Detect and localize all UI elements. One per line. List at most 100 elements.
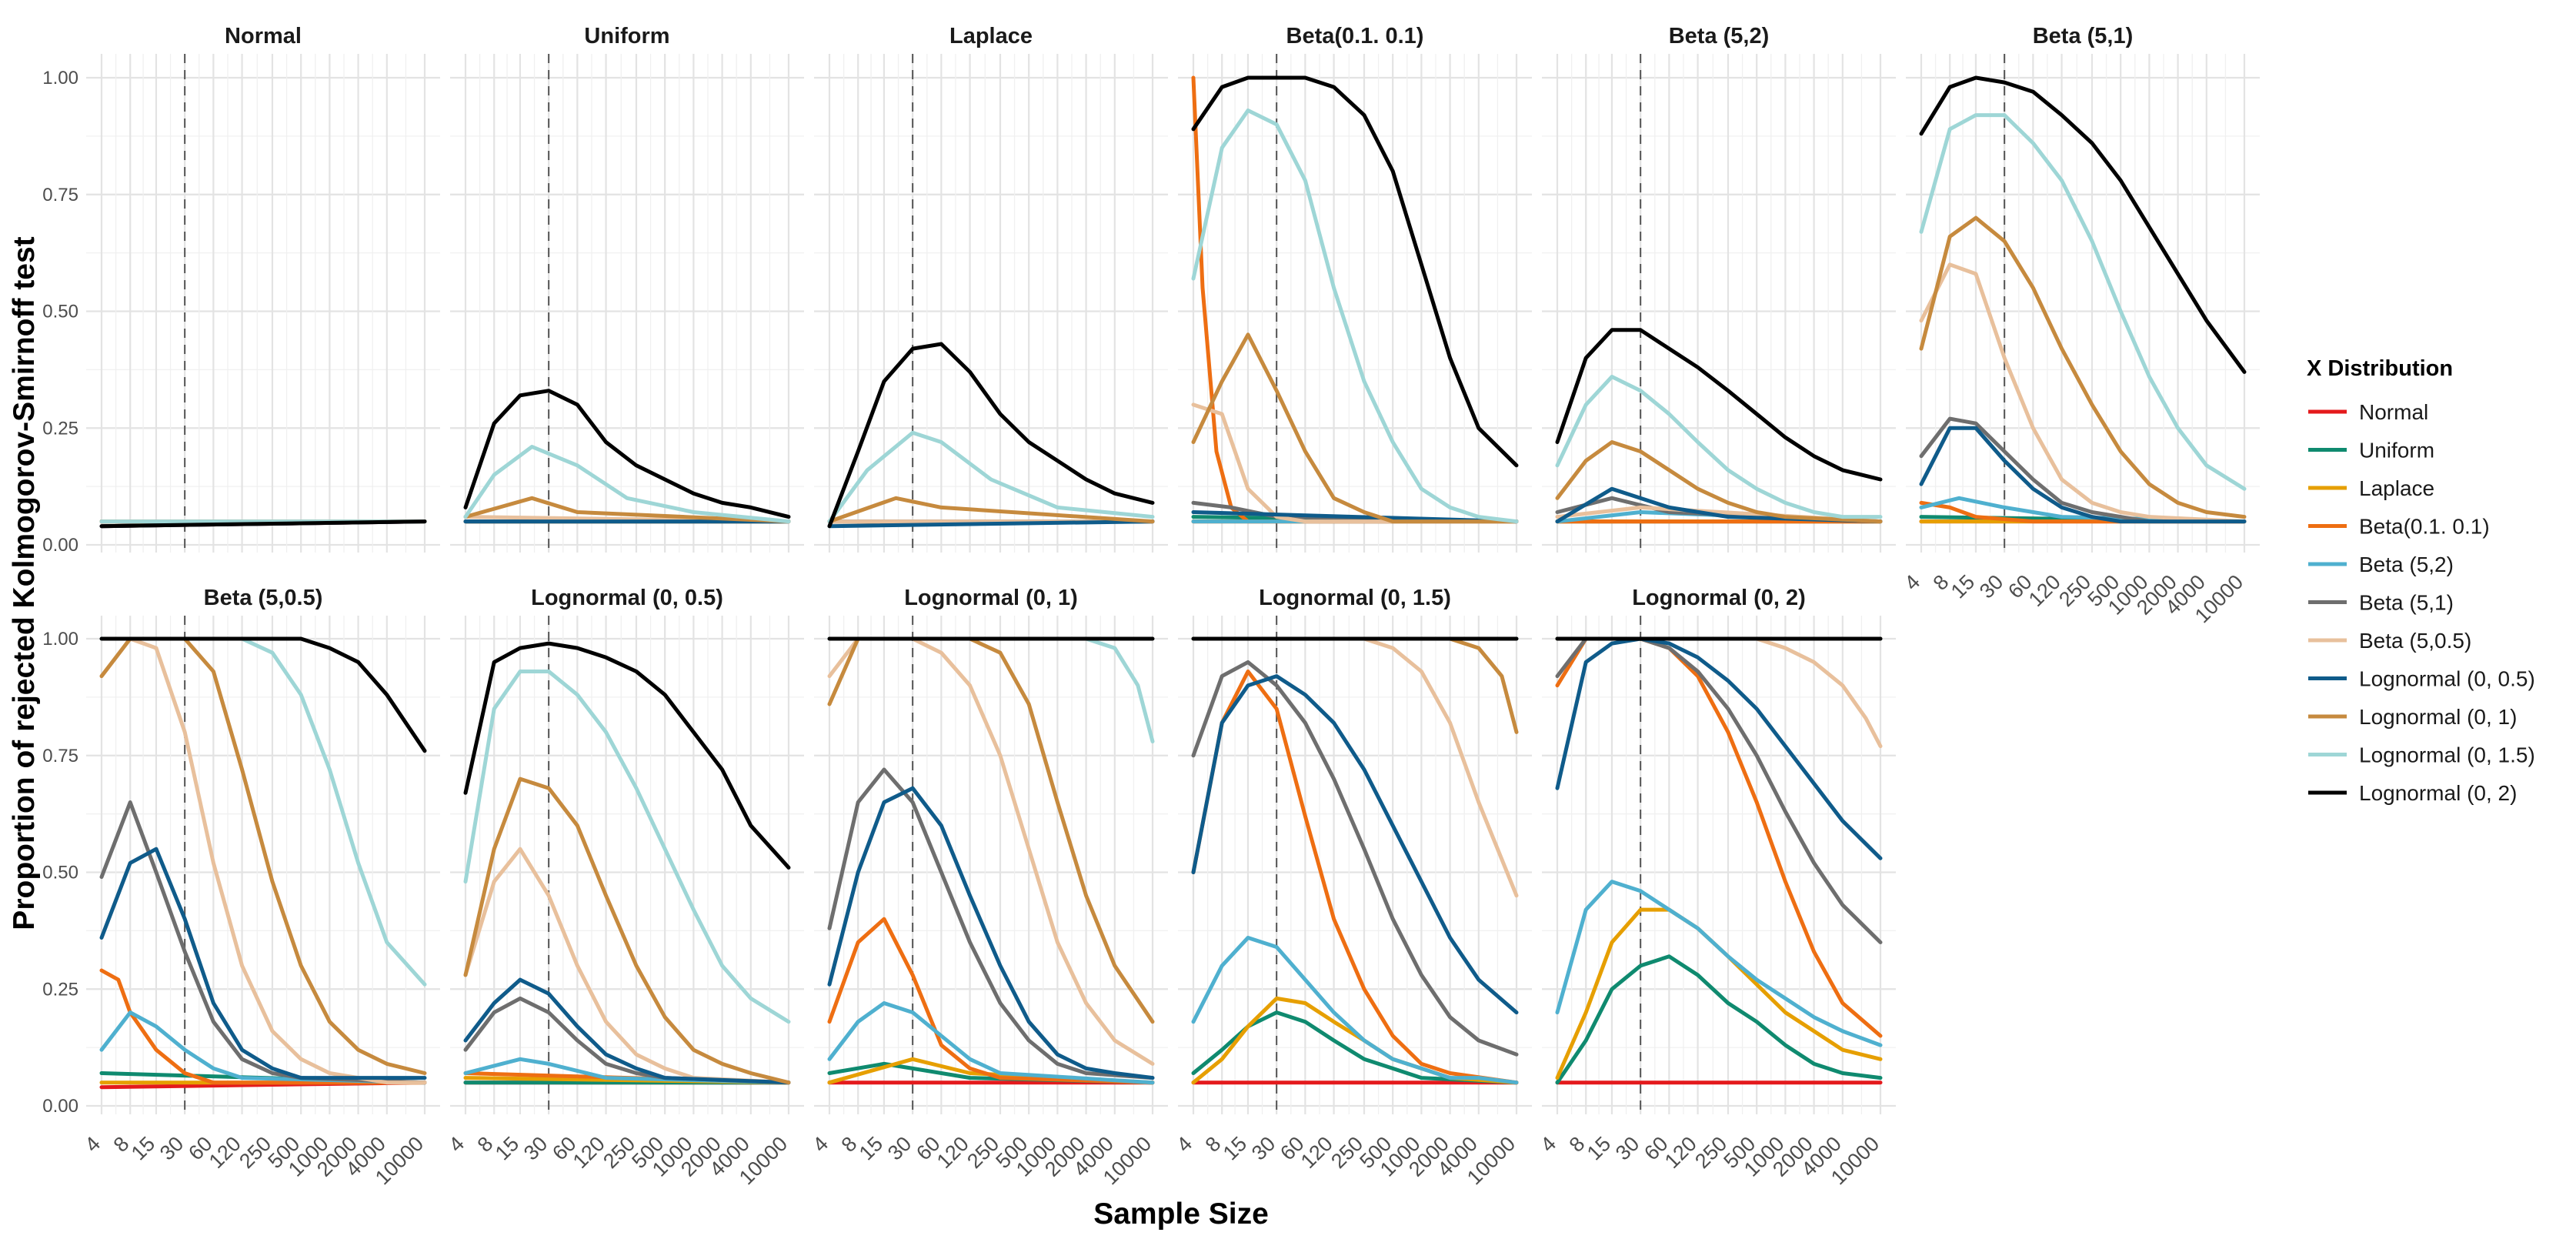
panel-title: Normal <box>225 24 302 48</box>
series-line <box>1555 954 1883 1085</box>
x-tick-label: 8 <box>1201 1132 1226 1157</box>
y-tick-label: 0.75 <box>42 746 78 766</box>
series-line <box>99 847 427 1080</box>
facet-panel: Lognormal (0, 0.5)4 815306012025050010002… <box>444 586 804 1189</box>
legend-label: Beta (5,1) <box>2359 591 2454 615</box>
panel-background <box>86 54 440 553</box>
y-axis-title: Proportion of rejected Kolmogorov-Smirno… <box>8 236 41 930</box>
series-line <box>1919 500 2247 524</box>
panel-title: Lognormal (0, 1) <box>904 586 1078 610</box>
series-line <box>827 519 1155 529</box>
series-line <box>827 1001 1155 1085</box>
x-tick-label: 8 <box>1565 1132 1590 1157</box>
series-line <box>99 1010 427 1085</box>
facet-panel: Beta(0.1. 0.1) <box>1178 24 1532 553</box>
x-tick-label: 4 <box>1900 570 1924 595</box>
series-line <box>463 776 791 1085</box>
legend-item: Normal <box>2308 400 2428 424</box>
legend: X Distribution Normal Uniform Laplace Beta(0… <box>2307 356 2535 805</box>
x-axis-title: Sample Size <box>1093 1197 1269 1231</box>
panel-grid: Normal 0.00 0.25 0.50 0.75 1.00 Uniform Laplace… <box>42 24 2260 1189</box>
series-line <box>827 786 1155 1080</box>
facet-panel: Lognormal (0, 1)4 81530601202505001000200… <box>808 586 1168 1189</box>
y-tick-label: 0.25 <box>42 979 78 1000</box>
y-tick-label: 1.00 <box>42 629 78 650</box>
x-tick-label: 4 <box>444 1132 469 1157</box>
panel-background <box>1178 54 1532 553</box>
series-line <box>1191 670 1519 1085</box>
series-line <box>1191 674 1519 1015</box>
x-tick-label: 8 <box>837 1132 862 1157</box>
x-tick-label: 4 <box>808 1132 833 1157</box>
series-line <box>463 445 791 524</box>
y-tick-label: 1.00 <box>42 68 78 88</box>
legend-item: Beta (5,2) <box>2308 553 2454 576</box>
series-line <box>1555 486 1883 524</box>
series-line <box>99 519 427 529</box>
x-tick-label: 8 <box>1929 570 1954 595</box>
series-line <box>1191 936 1519 1085</box>
series-line <box>827 917 1155 1085</box>
series-line <box>1191 660 1519 1057</box>
panel-title: Lognormal (0, 0.5) <box>531 586 723 610</box>
legend-label: Normal <box>2359 400 2428 424</box>
legend-label: Beta (5,0.5) <box>2359 629 2471 653</box>
series-line <box>1919 215 2247 519</box>
series-line <box>1919 113 2247 491</box>
series-line <box>1555 328 1883 482</box>
x-tick-label: 4 <box>1172 1132 1196 1157</box>
series-line <box>1919 262 2247 524</box>
y-tick-label: 0.00 <box>42 535 78 556</box>
legend-item: Lognormal (0, 2) <box>2308 781 2517 805</box>
legend-label: Lognormal (0, 2) <box>2359 781 2517 805</box>
facet-panel: Lognormal (0, 1.5)4 815306012025050010002… <box>1172 586 1532 1189</box>
panel-title: Laplace <box>949 24 1033 48</box>
series-line <box>463 977 791 1085</box>
series-line <box>1191 75 1519 468</box>
series-line <box>463 847 791 1085</box>
panel-background <box>814 54 1168 553</box>
legend-item: Beta (5,0.5) <box>2308 629 2471 653</box>
legend-item: Beta(0.1. 0.1) <box>2308 515 2490 539</box>
y-tick-label: 0.25 <box>42 418 78 439</box>
x-tick-label: 8 <box>473 1132 498 1157</box>
legend-label: Lognormal (0, 0.5) <box>2359 667 2535 691</box>
series-line <box>463 389 791 519</box>
legend-label: Laplace <box>2359 476 2434 500</box>
series-line <box>463 496 791 524</box>
series-line <box>1191 1010 1519 1085</box>
series-line <box>1919 426 2247 524</box>
series-line <box>827 496 1155 524</box>
y-tick-label: 0.50 <box>42 863 78 883</box>
legend-label: Uniform <box>2359 439 2434 463</box>
facet-panel: Beta (5,1)4 81530601202505001000200040001… <box>1900 24 2260 627</box>
series-line <box>827 430 1155 524</box>
series-line <box>1555 880 1883 1047</box>
series-line <box>1191 109 1519 524</box>
series-line <box>1555 636 1883 860</box>
legend-label: Lognormal (0, 1.5) <box>2359 743 2535 767</box>
facet-panel: Uniform <box>450 24 804 553</box>
legend-title: X Distribution <box>2307 356 2453 381</box>
legend-label: Lognormal (0, 1) <box>2359 705 2517 729</box>
legend-item: Beta (5,1) <box>2308 591 2454 615</box>
legend-item: Lognormal (0, 1) <box>2308 705 2517 729</box>
x-tick-label: 4 <box>80 1132 105 1157</box>
x-tick-label: 8 <box>109 1132 134 1157</box>
panel-title: Lognormal (0, 1.5) <box>1259 586 1451 610</box>
legend-item: Laplace <box>2308 476 2434 500</box>
legend-label: Beta(0.1. 0.1) <box>2359 515 2490 539</box>
legend-label: Beta (5,2) <box>2359 553 2454 576</box>
panel-title: Beta (5,1) <box>2033 24 2134 48</box>
series-line <box>1919 75 2247 374</box>
series-line <box>827 342 1155 529</box>
series-line <box>1191 332 1519 524</box>
x-tick-label: 4 <box>1536 1132 1560 1157</box>
y-tick-label: 0.75 <box>42 185 78 205</box>
panel-title: Uniform <box>584 24 669 48</box>
series-line <box>827 767 1155 1080</box>
facet-panel: Lognormal (0, 2)4 81530601202505001000200… <box>1536 586 1896 1189</box>
panel-title: Beta (5,2) <box>1669 24 1770 48</box>
panel-title: Beta(0.1. 0.1) <box>1286 24 1424 48</box>
